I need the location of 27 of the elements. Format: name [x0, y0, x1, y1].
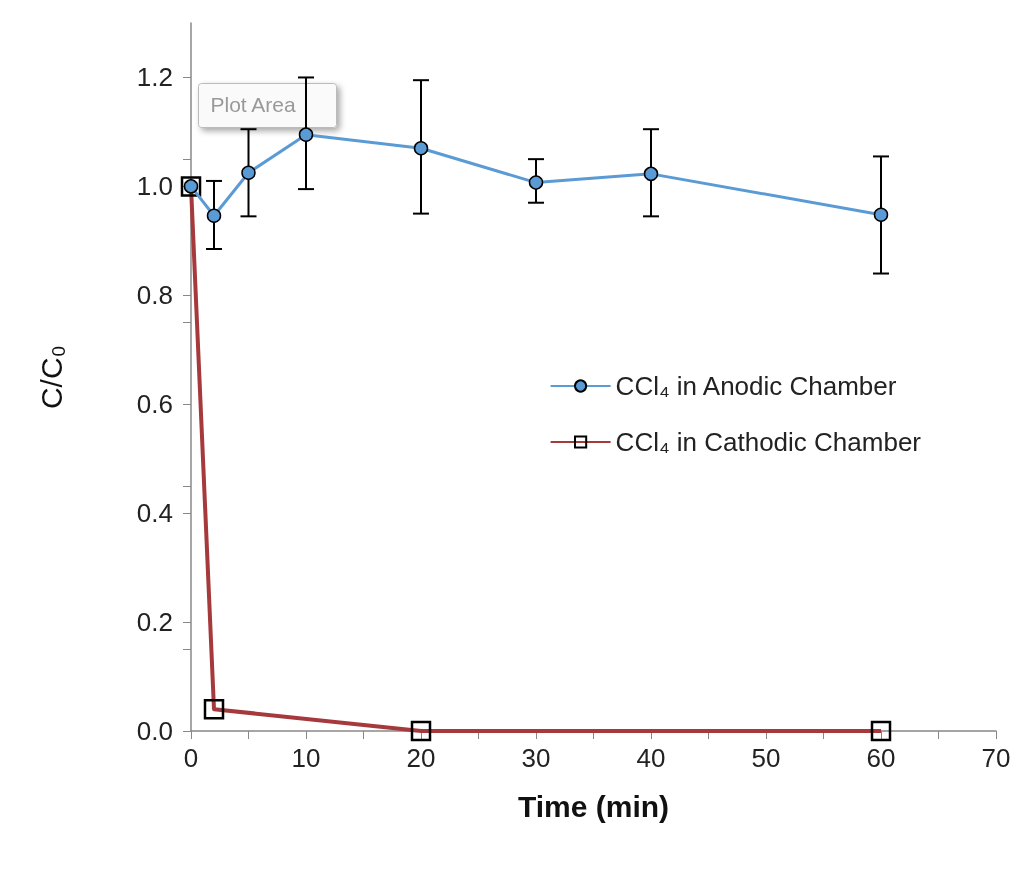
y-axis-title: C/C₀: [34, 344, 68, 410]
point: [528, 175, 544, 190]
point: [643, 166, 659, 182]
x-tick-label: 40: [636, 743, 666, 773]
y-tick-label: 0.0: [136, 716, 173, 746]
point: [241, 165, 256, 181]
legend-label: CCl₄ in Cathodic Chamber: [615, 427, 922, 457]
y-tick-label: 1.0: [136, 171, 173, 202]
x-tick-label: 50: [751, 743, 781, 773]
x-tick-label: 60: [866, 743, 896, 773]
x-axis-title: Time (min): [517, 789, 670, 823]
point: [298, 127, 314, 142]
y-tick-label: 0.8: [136, 280, 173, 311]
point: [206, 208, 222, 224]
y-tick-label: 0.6: [136, 389, 173, 420]
x-tick-label: 30: [521, 743, 551, 773]
x-tick-label: 20: [406, 743, 436, 773]
x-tick-label: 70: [981, 743, 1011, 773]
legend-label: CCl₄ in Anodic Chamber: [615, 371, 897, 401]
point: [873, 207, 889, 222]
point: [413, 141, 429, 156]
annotation: Plot Area: [210, 92, 297, 116]
y-tick-label: 0.2: [136, 607, 173, 638]
x-tick-label: 0: [183, 743, 199, 773]
y-tick-label: 0.4: [136, 498, 173, 529]
x-tick-label: 10: [291, 743, 321, 773]
y-tick-label: 1.2: [136, 62, 173, 93]
